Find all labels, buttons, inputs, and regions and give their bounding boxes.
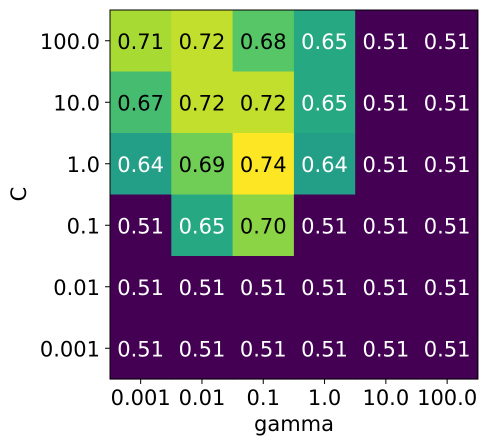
heatmap-cell	[110, 256, 172, 319]
y-axis: 100.0 10.0 1.0 0.1 0.01 0.001	[40, 30, 110, 361]
cell-value-label: 0.51	[240, 337, 287, 361]
heatmap-cell	[355, 194, 418, 257]
heatmap-cell	[416, 194, 479, 257]
cell-value-label: 0.72	[179, 30, 226, 54]
cell-value-label: 0.51	[424, 30, 471, 54]
cell-value-label: 0.51	[424, 337, 471, 361]
heatmap-cell	[416, 71, 479, 134]
heatmap-cell	[416, 10, 479, 73]
cell-value-label: 0.70	[240, 214, 287, 238]
cell-value-label: 0.51	[301, 337, 348, 361]
cell-value-label: 0.51	[362, 91, 409, 115]
heatmap-cell	[355, 317, 418, 380]
heatmap-cell	[416, 256, 479, 319]
heatmap-cell	[355, 10, 418, 73]
heatmap-cell	[293, 71, 356, 134]
y-tick-label: 1.0	[67, 153, 100, 177]
heatmap-cell	[232, 133, 295, 196]
heatmap-cell	[110, 194, 172, 257]
heatmap-cell	[232, 194, 295, 257]
cell-value-label: 0.51	[179, 276, 226, 300]
cell-value-label: 0.51	[362, 214, 409, 238]
cell-value-label: 0.67	[117, 91, 164, 115]
y-tick-label: 0.1	[67, 214, 100, 238]
y-tick-label: 0.01	[53, 276, 100, 300]
heatmap-cell	[293, 133, 356, 196]
heatmap-cell	[171, 194, 234, 257]
cell-value-label: 0.51	[362, 337, 409, 361]
heatmap-cell	[355, 133, 418, 196]
plot-frame	[109, 9, 479, 380]
x-tick-label: 100.0	[417, 386, 477, 410]
heatmap-cell	[293, 10, 356, 73]
cell-value-label: 0.64	[301, 153, 348, 177]
x-tick-label: 0.001	[111, 386, 171, 410]
cell-value-label: 0.68	[240, 30, 287, 54]
x-axis: 0.001 0.01 0.1 1.0 10.0 100.0	[111, 379, 477, 410]
x-axis-label: gamma	[254, 412, 334, 436]
cell-value-label: 0.51	[301, 276, 348, 300]
heatmap-cell	[355, 256, 418, 319]
heatmap-cell	[293, 194, 356, 257]
cell-value-label: 0.51	[362, 276, 409, 300]
cell-value-label: 0.64	[117, 153, 164, 177]
cell-value-label: 0.51	[117, 337, 164, 361]
heatmap-cell	[171, 317, 234, 380]
cell-value-label: 0.51	[362, 30, 409, 54]
cell-value-label: 0.72	[240, 91, 287, 115]
cell-value-label: 0.51	[179, 337, 226, 361]
x-tick-label: 0.01	[179, 386, 226, 410]
heatmap-cell	[171, 133, 234, 196]
y-tick-label: 100.0	[40, 30, 100, 54]
heatmap-cell	[110, 317, 172, 380]
cell-value-label: 0.72	[179, 91, 226, 115]
cell-value-label: 0.51	[362, 153, 409, 177]
cell-value-label: 0.51	[240, 276, 287, 300]
heatmap-cell	[232, 10, 295, 73]
heatmap-cell	[110, 10, 172, 73]
y-tick-label: 10.0	[53, 91, 100, 115]
heatmap-cells: 0.71 0.72 0.68 0.65 0.51 0.51 0.67 0.72 0.72 0.65…	[110, 10, 479, 380]
y-tick-label: 0.001	[40, 337, 100, 361]
x-tick-label: 1.0	[308, 386, 341, 410]
cell-value-label: 0.65	[301, 91, 348, 115]
heatmap-cell	[171, 71, 234, 134]
x-tick-label: 10.0	[362, 386, 409, 410]
cell-value-label: 0.65	[301, 30, 348, 54]
heatmap-cell	[110, 133, 172, 196]
heatmap-cell	[355, 71, 418, 134]
cell-value-label: 0.51	[117, 214, 164, 238]
heatmap-cell	[416, 133, 479, 196]
cell-value-label: 0.74	[240, 153, 287, 177]
cell-value-label: 0.51	[301, 214, 348, 238]
cell-value-label: 0.51	[424, 276, 471, 300]
heatmap-cell	[232, 256, 295, 319]
x-tick-label: 0.1	[247, 386, 280, 410]
cell-value-label: 0.51	[424, 214, 471, 238]
cell-value-label: 0.51	[424, 91, 471, 115]
cell-value-label: 0.51	[424, 153, 471, 177]
cell-value-label: 0.71	[117, 30, 164, 54]
cell-value-label: 0.69	[179, 153, 226, 177]
heatmap-cell	[171, 10, 234, 73]
heatmap-cell	[293, 256, 356, 319]
cell-value-label: 0.65	[179, 214, 226, 238]
heatmap-cell	[110, 71, 172, 134]
y-axis-label: C	[7, 187, 31, 202]
heatmap-cell	[293, 317, 356, 380]
heatmap-cell	[232, 317, 295, 380]
heatmap-cell	[416, 317, 479, 380]
heatmap-cell	[171, 256, 234, 319]
cell-value-label: 0.51	[117, 276, 164, 300]
heatmap-cell	[232, 71, 295, 134]
